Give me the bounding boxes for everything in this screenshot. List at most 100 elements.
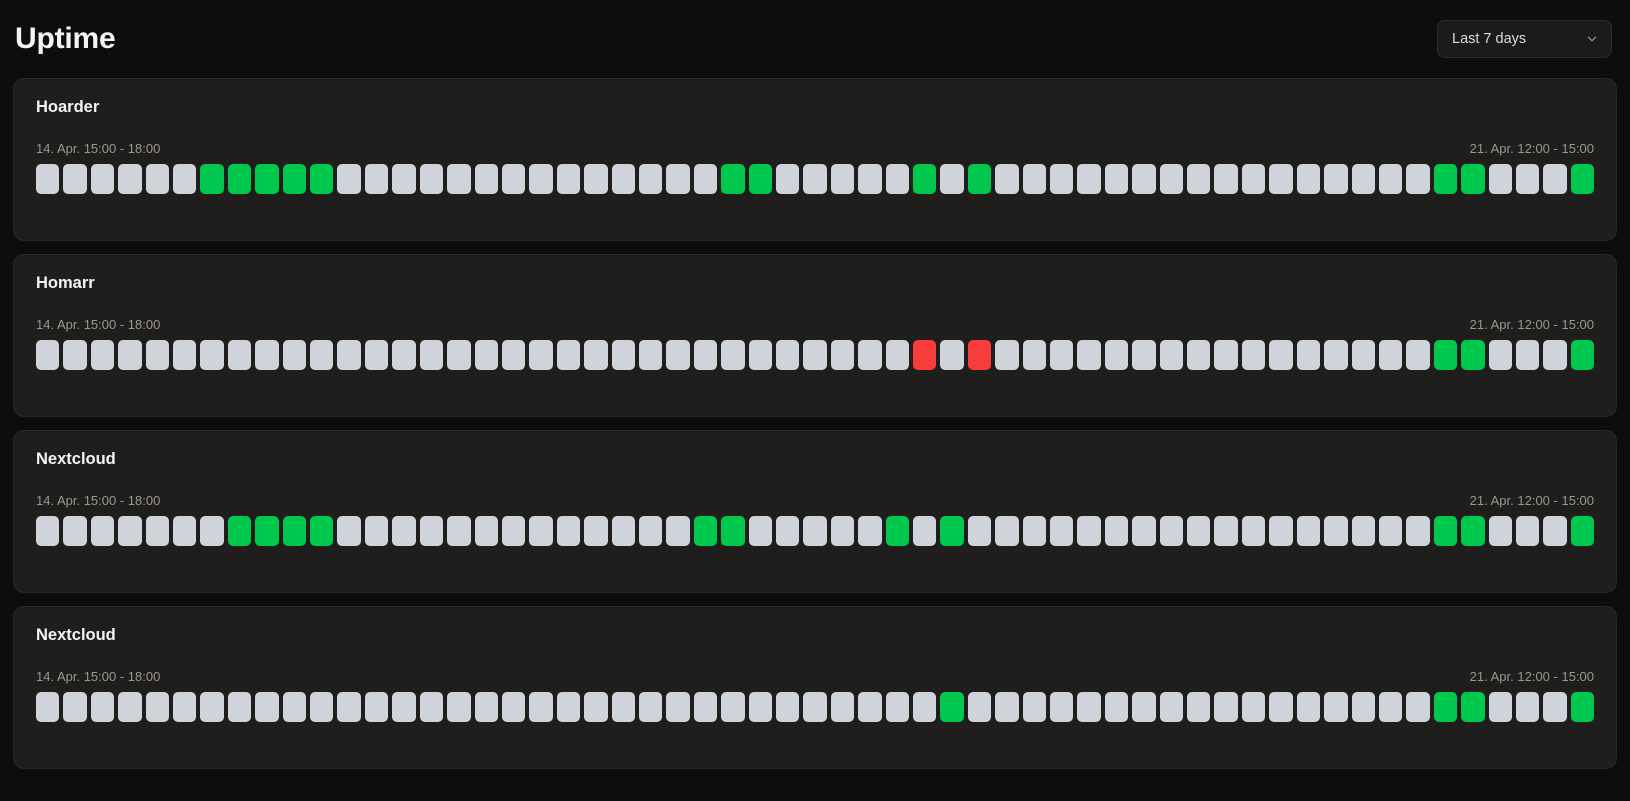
uptime-segment-empty[interactable] bbox=[1077, 163, 1101, 194]
uptime-segment-empty[interactable] bbox=[748, 515, 772, 546]
uptime-segment-empty[interactable] bbox=[1269, 691, 1293, 722]
uptime-segment-empty[interactable] bbox=[1351, 163, 1375, 194]
uptime-segment-empty[interactable] bbox=[1241, 515, 1266, 546]
uptime-segment-empty[interactable] bbox=[1022, 339, 1047, 370]
uptime-segment-empty[interactable] bbox=[1378, 515, 1403, 546]
uptime-segment-empty[interactable] bbox=[1515, 515, 1540, 546]
uptime-segment-empty[interactable] bbox=[775, 339, 800, 370]
uptime-segment-empty[interactable] bbox=[584, 515, 608, 546]
uptime-segment-empty[interactable] bbox=[118, 515, 142, 546]
uptime-segment-empty[interactable] bbox=[1050, 339, 1074, 370]
uptime-segment-empty[interactable] bbox=[995, 339, 1019, 370]
uptime-segment-empty[interactable] bbox=[118, 339, 142, 370]
uptime-segment-empty[interactable] bbox=[447, 339, 471, 370]
uptime-segment-empty[interactable] bbox=[1324, 163, 1348, 194]
uptime-segment-empty[interactable] bbox=[556, 691, 581, 722]
uptime-segment-empty[interactable] bbox=[1214, 691, 1238, 722]
uptime-segment-empty[interactable] bbox=[63, 691, 87, 722]
uptime-segment-empty[interactable] bbox=[1132, 163, 1156, 194]
uptime-segment-up[interactable] bbox=[310, 515, 334, 546]
uptime-segment-empty[interactable] bbox=[803, 163, 827, 194]
uptime-segment-empty[interactable] bbox=[1241, 163, 1266, 194]
uptime-segment-empty[interactable] bbox=[1488, 339, 1512, 370]
uptime-segment-empty[interactable] bbox=[364, 163, 389, 194]
uptime-segment-up[interactable] bbox=[940, 691, 964, 722]
uptime-segment-empty[interactable] bbox=[638, 163, 663, 194]
uptime-segment-empty[interactable] bbox=[1269, 163, 1293, 194]
uptime-segment-empty[interactable] bbox=[1104, 691, 1129, 722]
uptime-segment-up[interactable] bbox=[913, 163, 937, 194]
uptime-segment-empty[interactable] bbox=[556, 163, 581, 194]
time-range-select[interactable]: Last 7 days bbox=[1437, 20, 1612, 58]
uptime-segment-empty[interactable] bbox=[1132, 691, 1156, 722]
uptime-segment-empty[interactable] bbox=[1296, 691, 1321, 722]
uptime-segment-empty[interactable] bbox=[1187, 691, 1211, 722]
uptime-segment-empty[interactable] bbox=[666, 339, 690, 370]
uptime-segment-empty[interactable] bbox=[200, 339, 224, 370]
uptime-segment-empty[interactable] bbox=[392, 163, 416, 194]
uptime-segment-empty[interactable] bbox=[36, 163, 60, 194]
uptime-segment-empty[interactable] bbox=[693, 339, 718, 370]
uptime-segment-up[interactable] bbox=[721, 163, 745, 194]
uptime-segment-empty[interactable] bbox=[227, 339, 252, 370]
uptime-segment-empty[interactable] bbox=[1378, 691, 1403, 722]
uptime-segment-up[interactable] bbox=[1570, 339, 1595, 370]
uptime-segment-empty[interactable] bbox=[721, 339, 745, 370]
uptime-segment-empty[interactable] bbox=[474, 163, 498, 194]
uptime-segment-empty[interactable] bbox=[666, 163, 690, 194]
uptime-segment-empty[interactable] bbox=[282, 339, 307, 370]
uptime-segment-empty[interactable] bbox=[1104, 339, 1129, 370]
uptime-segment-empty[interactable] bbox=[611, 339, 635, 370]
uptime-segment-empty[interactable] bbox=[1132, 339, 1156, 370]
uptime-segment-empty[interactable] bbox=[1214, 515, 1238, 546]
uptime-segment-empty[interactable] bbox=[748, 691, 772, 722]
uptime-segment-empty[interactable] bbox=[1077, 691, 1101, 722]
uptime-segment-empty[interactable] bbox=[1378, 163, 1403, 194]
uptime-segment-empty[interactable] bbox=[63, 163, 87, 194]
uptime-segment-empty[interactable] bbox=[447, 515, 471, 546]
uptime-segment-empty[interactable] bbox=[364, 691, 389, 722]
uptime-segment-empty[interactable] bbox=[995, 515, 1019, 546]
uptime-segment-empty[interactable] bbox=[392, 339, 416, 370]
uptime-segment-empty[interactable] bbox=[419, 515, 444, 546]
uptime-segment-empty[interactable] bbox=[1543, 691, 1567, 722]
uptime-segment-empty[interactable] bbox=[364, 515, 389, 546]
uptime-segment-empty[interactable] bbox=[36, 691, 60, 722]
uptime-segment-empty[interactable] bbox=[1324, 339, 1348, 370]
uptime-segment-empty[interactable] bbox=[1406, 163, 1430, 194]
uptime-segment-empty[interactable] bbox=[474, 339, 498, 370]
uptime-segment-up[interactable] bbox=[227, 163, 252, 194]
uptime-segment-empty[interactable] bbox=[940, 163, 964, 194]
uptime-segment-empty[interactable] bbox=[748, 339, 772, 370]
uptime-segment-empty[interactable] bbox=[1296, 515, 1321, 546]
uptime-segment-empty[interactable] bbox=[145, 339, 170, 370]
uptime-segment-up[interactable] bbox=[721, 515, 745, 546]
uptime-segment-up[interactable] bbox=[1570, 515, 1595, 546]
uptime-segment-up[interactable] bbox=[255, 163, 279, 194]
uptime-segment-empty[interactable] bbox=[858, 691, 882, 722]
uptime-segment-empty[interactable] bbox=[173, 691, 197, 722]
uptime-segment-empty[interactable] bbox=[1159, 163, 1184, 194]
uptime-segment-empty[interactable] bbox=[392, 691, 416, 722]
uptime-segment-empty[interactable] bbox=[200, 691, 224, 722]
uptime-segment-empty[interactable] bbox=[940, 339, 964, 370]
uptime-segment-empty[interactable] bbox=[775, 163, 800, 194]
uptime-segment-empty[interactable] bbox=[1241, 339, 1266, 370]
uptime-segment-up[interactable] bbox=[1433, 163, 1458, 194]
uptime-segment-empty[interactable] bbox=[638, 515, 663, 546]
uptime-segment-empty[interactable] bbox=[1351, 339, 1375, 370]
uptime-segment-empty[interactable] bbox=[638, 339, 663, 370]
uptime-segment-empty[interactable] bbox=[1406, 339, 1430, 370]
uptime-segment-empty[interactable] bbox=[1104, 163, 1129, 194]
uptime-segment-empty[interactable] bbox=[529, 691, 553, 722]
uptime-segment-empty[interactable] bbox=[913, 515, 937, 546]
uptime-segment-empty[interactable] bbox=[501, 515, 526, 546]
uptime-segment-empty[interactable] bbox=[501, 691, 526, 722]
uptime-segment-empty[interactable] bbox=[693, 691, 718, 722]
uptime-segment-empty[interactable] bbox=[1406, 691, 1430, 722]
uptime-segment-empty[interactable] bbox=[967, 515, 992, 546]
uptime-segment-empty[interactable] bbox=[1324, 691, 1348, 722]
uptime-segment-empty[interactable] bbox=[63, 339, 87, 370]
uptime-segment-empty[interactable] bbox=[1515, 339, 1540, 370]
uptime-segment-empty[interactable] bbox=[337, 515, 361, 546]
